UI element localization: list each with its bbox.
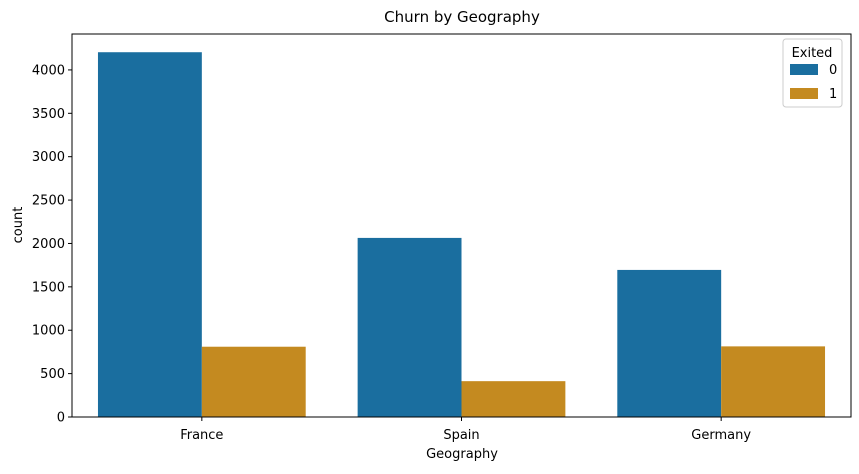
bar-spain-exited-1 (461, 381, 566, 417)
legend: Exited 01 (782, 38, 843, 108)
legend-swatch-1 (790, 88, 818, 99)
y-axis-label: count (11, 207, 26, 244)
chart-title: Churn by Geography (384, 8, 540, 26)
y-tick-label: 3500 (32, 107, 65, 122)
x-tick-label: France (180, 428, 223, 443)
legend-title: Exited (792, 46, 833, 61)
y-tick-label: 3000 (32, 150, 65, 165)
y-tick-label: 1000 (32, 324, 65, 339)
y-tick-label: 1500 (32, 280, 65, 295)
bar-spain-exited-0 (357, 237, 462, 417)
y-tick-label: 2000 (32, 237, 65, 252)
y-tick-label: 2500 (32, 194, 65, 209)
legend-items: 01 (790, 63, 837, 102)
legend-label-1: 1 (829, 87, 837, 102)
legend-label-0: 0 (829, 63, 837, 78)
x-tick-label: Germany (691, 428, 751, 443)
plot-area: 0 500 1000 1500 2000 2500 3000 3500 4000 France Sp… (32, 33, 852, 443)
y-tick-label: 500 (40, 367, 65, 382)
x-tick-label: Spain (443, 428, 479, 443)
y-tick-label: 4000 (32, 63, 65, 78)
x-axis-label: Geography (426, 447, 498, 462)
bar-france-exited-0 (97, 52, 202, 418)
bar-germany-exited-0 (617, 269, 722, 417)
bar-france-exited-1 (201, 346, 306, 417)
legend-swatch-0 (790, 64, 818, 75)
y-tick-label: 0 (57, 411, 65, 426)
bar-germany-exited-1 (721, 346, 826, 417)
